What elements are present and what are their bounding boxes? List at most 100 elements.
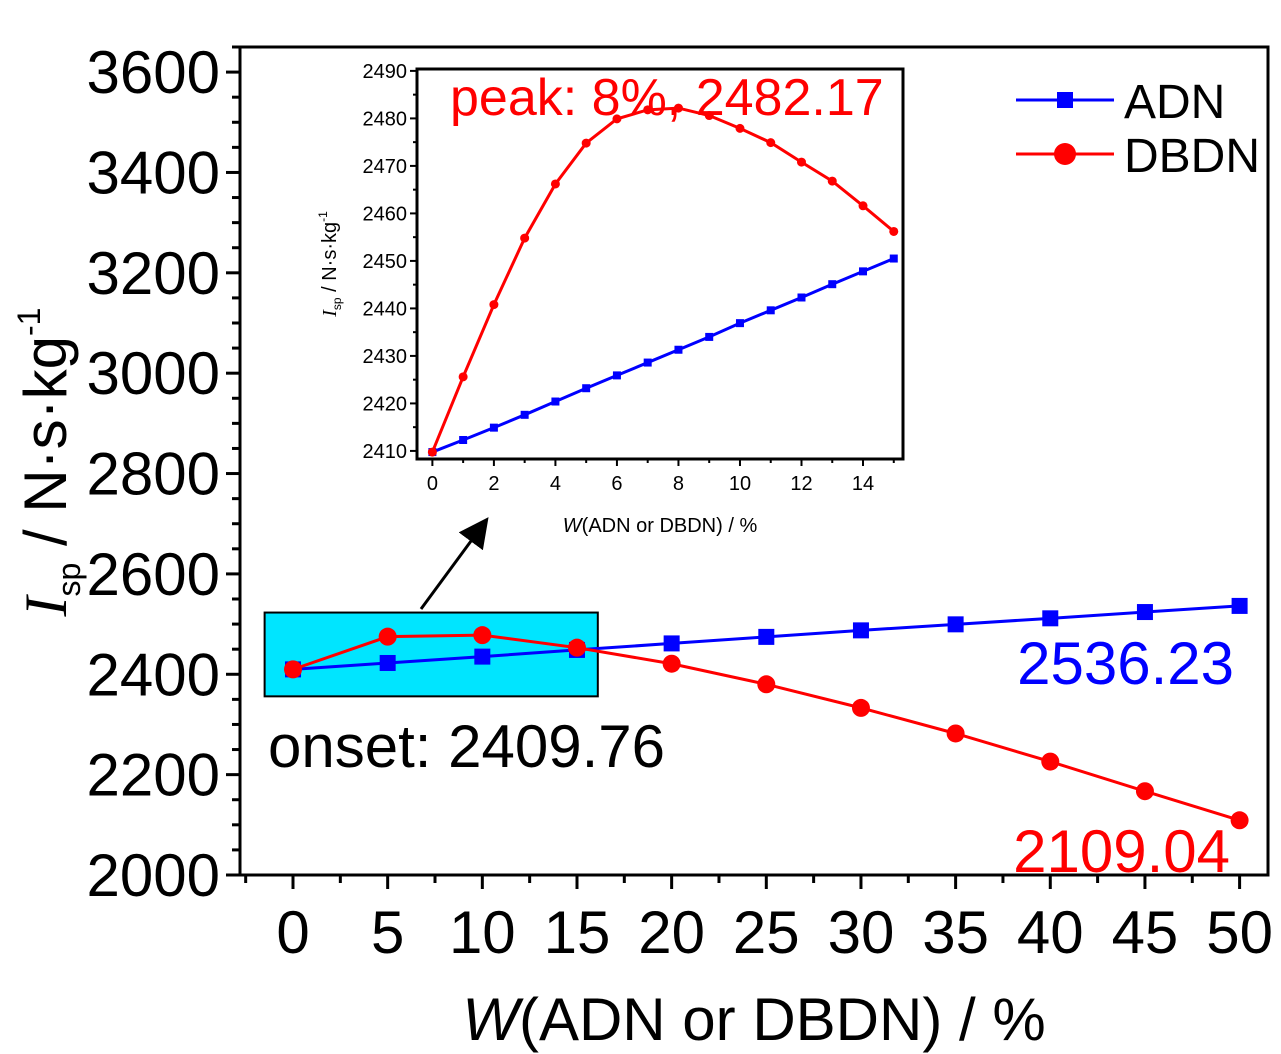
inset-chart: 2410 2420 2430 2440 2450 2460 2470 2480 2490 0 2 4 6… [316, 61, 905, 537]
inset-adn-point [520, 410, 529, 419]
inset-x-axis-title: W(ADN or DBDN) / % [563, 515, 758, 537]
main-x-axis: 0 5 10 15 20 25 30 35 40 45 50 [244, 875, 1273, 966]
inset-y-tick-label: 2430 [363, 346, 408, 368]
main-x-tick-label: 45 [1112, 899, 1179, 966]
main-y-axis: 2000 2200 2400 2600 2800 3000 3200 3400 3600 [87, 39, 240, 909]
inset-dbdn-point [704, 111, 714, 121]
inset-series-adn [428, 254, 898, 457]
inset-adn-point [674, 345, 683, 354]
main-adn-point [379, 654, 396, 671]
main-dbdn-point [1135, 782, 1154, 801]
main-dbdn-point [946, 724, 965, 743]
inset-dbdn-point [735, 123, 745, 133]
inset-x-tick-label: 10 [729, 473, 751, 495]
inset-x-tick-label: 2 [488, 473, 499, 495]
inset-adn-point [551, 397, 560, 406]
main-dbdn-point [567, 638, 586, 657]
inset-adn-point [612, 371, 621, 380]
peak-annotation: peak: 8%, 2482.17 [450, 69, 884, 127]
main-y-tick-label: 3200 [87, 240, 220, 307]
main-adn-point [758, 628, 775, 645]
inset-y-tick-label: 2440 [363, 298, 408, 320]
inset-dbdn-point [550, 179, 560, 189]
inset-adn-point [705, 332, 714, 341]
inset-adn-point [797, 293, 806, 302]
inset-adn-point [859, 267, 868, 276]
main-adn-point [852, 622, 869, 639]
highlight-box [263, 611, 599, 698]
inset-y-axis-variable: I [319, 309, 341, 318]
main-adn-point [947, 616, 964, 633]
inset-y-tick-label: 2490 [363, 61, 408, 83]
main-x-axis-title: W(ADN or DBDN) / % [462, 986, 1045, 1053]
inset-x-tick-label: 14 [852, 473, 874, 495]
x-axis-variable: W [462, 986, 524, 1053]
inset-adn-point [643, 358, 652, 367]
legend-label-adn: ADN [1124, 76, 1225, 129]
inset-dbdn-point [581, 138, 591, 148]
inset-adn-point [489, 423, 498, 432]
inset-x-axis-variable: W [563, 515, 584, 537]
legend-label-dbdn: DBDN [1124, 130, 1260, 183]
main-dbdn-point [378, 627, 397, 646]
main-y-tick-label: 3400 [87, 139, 220, 206]
inset-dbdn-point [673, 103, 683, 113]
main-dbdn-point [284, 660, 303, 679]
dbdn-end-annotation: 2109.04 [1013, 818, 1230, 885]
main-y-tick-label: 3600 [87, 39, 220, 106]
inset-x-tick-label: 12 [790, 473, 812, 495]
main-series-adn [285, 597, 1248, 678]
inset-y-tick-label: 2470 [363, 156, 408, 178]
inset-dbdn-point [643, 105, 653, 115]
main-dbdn-point [757, 675, 776, 694]
inset-y-axis-superscript: -1 [316, 211, 330, 222]
inset-adn-point [735, 319, 744, 328]
zoom-arrow [419, 517, 489, 610]
main-x-tick-label: 40 [1017, 899, 1084, 966]
main-dbdn-point [662, 654, 681, 673]
main-dbdn-point [1230, 811, 1249, 830]
main-x-tick-label: 35 [922, 899, 989, 966]
adn-end-annotation: 2536.23 [1017, 630, 1234, 697]
main-plot-frame [238, 45, 1270, 877]
inset-y-tick-label: 2410 [363, 441, 408, 463]
x-axis-label-rest: (ADN or DBDN) / % [519, 986, 1046, 1053]
main-y-tick-label: 2600 [87, 541, 220, 608]
main-y-tick-label: 2800 [87, 441, 220, 508]
onset-annotation: onset: 2409.76 [268, 713, 665, 780]
inset-x-tick-label: 8 [673, 473, 684, 495]
main-x-tick-label: 50 [1206, 899, 1273, 966]
inset-y-tick-label: 2420 [363, 393, 408, 415]
y-axis-subscript: sp [51, 563, 87, 597]
inset-dbdn-point [612, 114, 622, 124]
main-dbdn-point [473, 626, 492, 645]
main-x-tick-label: 30 [828, 899, 895, 966]
inset-y-axis-title: Isp / N·s·kg-1 [316, 211, 344, 318]
inset-series-dbdn [427, 103, 899, 457]
inset-adn-point [766, 306, 775, 315]
inset-y-axis-subscript: sp [330, 297, 344, 310]
inset-dbdn-point [858, 201, 868, 211]
inset-x-tick-label: 4 [550, 473, 561, 495]
inset-dbdn-point [766, 138, 776, 148]
inset-x-tick-label: 0 [427, 473, 438, 495]
inset-adn-point [582, 384, 591, 393]
main-x-tick-label: 5 [371, 899, 404, 966]
main-adn-point [1231, 597, 1248, 614]
main-adn-point [474, 648, 491, 665]
main-y-tick-label: 2400 [87, 641, 220, 708]
inset-y-tick-label: 2480 [363, 108, 408, 130]
y-axis-superscript: -1 [11, 308, 47, 336]
inset-y-axis-label-rest: / N·s·kg [319, 222, 341, 298]
main-y-axis-title: Isp / N·s·kg-1 [11, 308, 87, 618]
inset-y-tick-label: 2460 [363, 203, 408, 225]
legend-marker-dbdn [1054, 143, 1076, 165]
main-x-tick-label: 0 [276, 899, 309, 966]
main-x-tick-label: 10 [449, 899, 516, 966]
main-dbdn-point [851, 698, 870, 717]
main-x-tick-label: 20 [638, 899, 705, 966]
y-axis-variable: I [13, 593, 79, 617]
main-dbdn-point [1041, 752, 1060, 771]
